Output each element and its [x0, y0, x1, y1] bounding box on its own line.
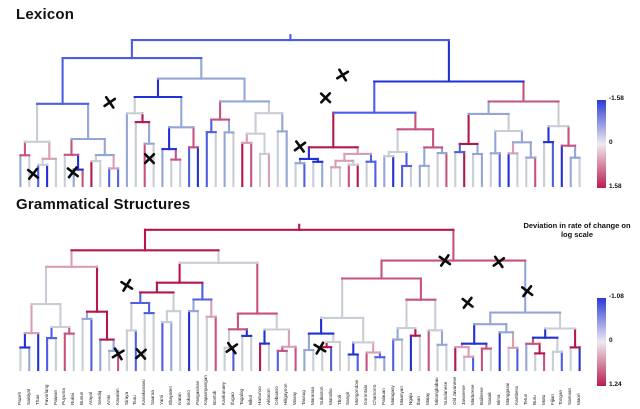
leaf-label: Mongondow [354, 379, 360, 405]
leaf-label: Tagalog [238, 388, 244, 405]
leaf-label: Kapampangan [203, 375, 209, 405]
x-mark [67, 166, 78, 179]
colorbar-grammar-tick-top: -1.08 [609, 293, 624, 300]
leaf-label: Kavalan [114, 388, 120, 405]
leaf-label: Iban [416, 396, 422, 405]
leaf-label: Ivatan [176, 392, 182, 405]
leaf-label: Malay [425, 392, 431, 405]
leaf-label: Ilokano [185, 390, 191, 405]
leaf-label: Waray [292, 391, 298, 405]
leaf-label: Saaroa [150, 390, 156, 405]
leaf-label: Tausug [301, 390, 307, 405]
leaf-label: Seediq [96, 390, 102, 405]
leaf-label: Tetun [522, 393, 528, 405]
leaf-label: Tongan [558, 389, 564, 405]
leaf-label: Thao [34, 394, 40, 405]
leaf-label: Madurese [469, 384, 475, 405]
x-mark [522, 285, 533, 298]
leaf-label: Palauan [380, 388, 386, 405]
leaf-label: Sangir [345, 391, 351, 405]
x-mark [315, 341, 325, 355]
leaf-label: Puyuma [61, 388, 67, 405]
leaf-label: Manobo [327, 388, 333, 405]
panel-title-lexicon: Lexicon [16, 6, 75, 23]
leaf-label: Javanese [460, 385, 466, 405]
leaf-label: Yami [159, 394, 165, 405]
leaf-label: Hiligaynon [283, 383, 289, 405]
x-mark [122, 278, 132, 292]
leaf-label: Bontok [212, 390, 218, 405]
leaf-label: Itbayaten [167, 386, 173, 405]
leaf-label: Favorlang [43, 384, 49, 405]
leaf-label: Ngaju [407, 392, 413, 405]
leaf-label: Chamorro [372, 384, 378, 405]
x-mark [462, 296, 473, 309]
leaf-label: Pangasinan [194, 380, 200, 405]
x-mark [225, 343, 239, 353]
colorbar-lexicon-tick-mid: 0 [609, 139, 613, 146]
leaf-label: Tboli [336, 395, 342, 405]
leaf-label: Bima [496, 394, 502, 405]
leaf-label: Motu [540, 394, 546, 405]
x-mark [492, 256, 506, 267]
leaf-label: Kambera [514, 386, 520, 405]
x-mark [111, 349, 125, 359]
colorbar-grammar-tick-mid: 0 [609, 337, 613, 344]
leaf-label: Amis [105, 394, 111, 405]
leaf-label: Saisiyat [25, 388, 31, 405]
leaf-label: Bikol [247, 395, 253, 405]
colorbar-lexicon [597, 100, 606, 188]
leaf-label: Maranao [309, 386, 315, 405]
colorbar-lexicon-tick-top: -1.58 [609, 95, 624, 102]
grammatical-structures-dendrogram [19, 223, 581, 372]
leaf-label: Manggarai [505, 383, 511, 405]
leaf-label: Tsou [132, 395, 138, 405]
leaf-label: Sasak [487, 392, 493, 405]
leaf-label: Fijian [549, 394, 555, 405]
leaf-label: Rukai [70, 393, 76, 405]
x-mark [319, 92, 332, 104]
colorbar-caption: Deviation in rate of change on log scale [523, 221, 631, 240]
leaf-label: Minangkabau [434, 377, 440, 405]
leaf-label: Kanakanavu [141, 379, 147, 405]
x-mark [439, 254, 450, 267]
leaf-label: Gorontalo [363, 384, 369, 405]
leaf-label: Siraya [123, 391, 129, 405]
leaf-label: Atayal [88, 392, 94, 405]
x-mark [143, 153, 156, 165]
x-mark [135, 348, 147, 360]
leaf-label: Maanyan [398, 386, 404, 405]
leaf-label: Ifugao [230, 392, 236, 405]
leaf-label: Aklanon [265, 388, 271, 405]
leaf-label: Paiwan [52, 389, 58, 405]
x-mark [293, 141, 307, 152]
leaf-label: Hanunoo [256, 386, 262, 405]
leaf-label: Samoan [567, 387, 573, 405]
leaf-label: Subanon [318, 386, 324, 405]
leaf-label: Balinese [478, 387, 484, 405]
x-mark [103, 97, 117, 108]
x-mark [335, 70, 350, 80]
leaf-label: Kankanaey [221, 382, 227, 405]
x-mark [27, 167, 39, 180]
leaf-label: Cebuano [274, 386, 280, 405]
colorbar-grammar [597, 298, 606, 386]
leaf-label: Maori [576, 393, 582, 406]
colorbar-grammar-tick-bottom: 1.24 [609, 381, 622, 388]
leaf-label: Sundanese [443, 381, 449, 405]
leaf-label: Bunun [79, 391, 85, 405]
colorbar-lexicon-tick-bottom: 1.58 [609, 183, 622, 190]
leaf-label: Buru [531, 395, 537, 405]
leaf-label: Old Javanese [451, 376, 457, 405]
panel-title-grammatical-structures: Grammatical Structures [16, 196, 191, 213]
leaf-label: Malagasy [389, 385, 395, 405]
lexicon-dendrogram [19, 34, 581, 188]
leaf-label: Pazeh [17, 391, 23, 405]
